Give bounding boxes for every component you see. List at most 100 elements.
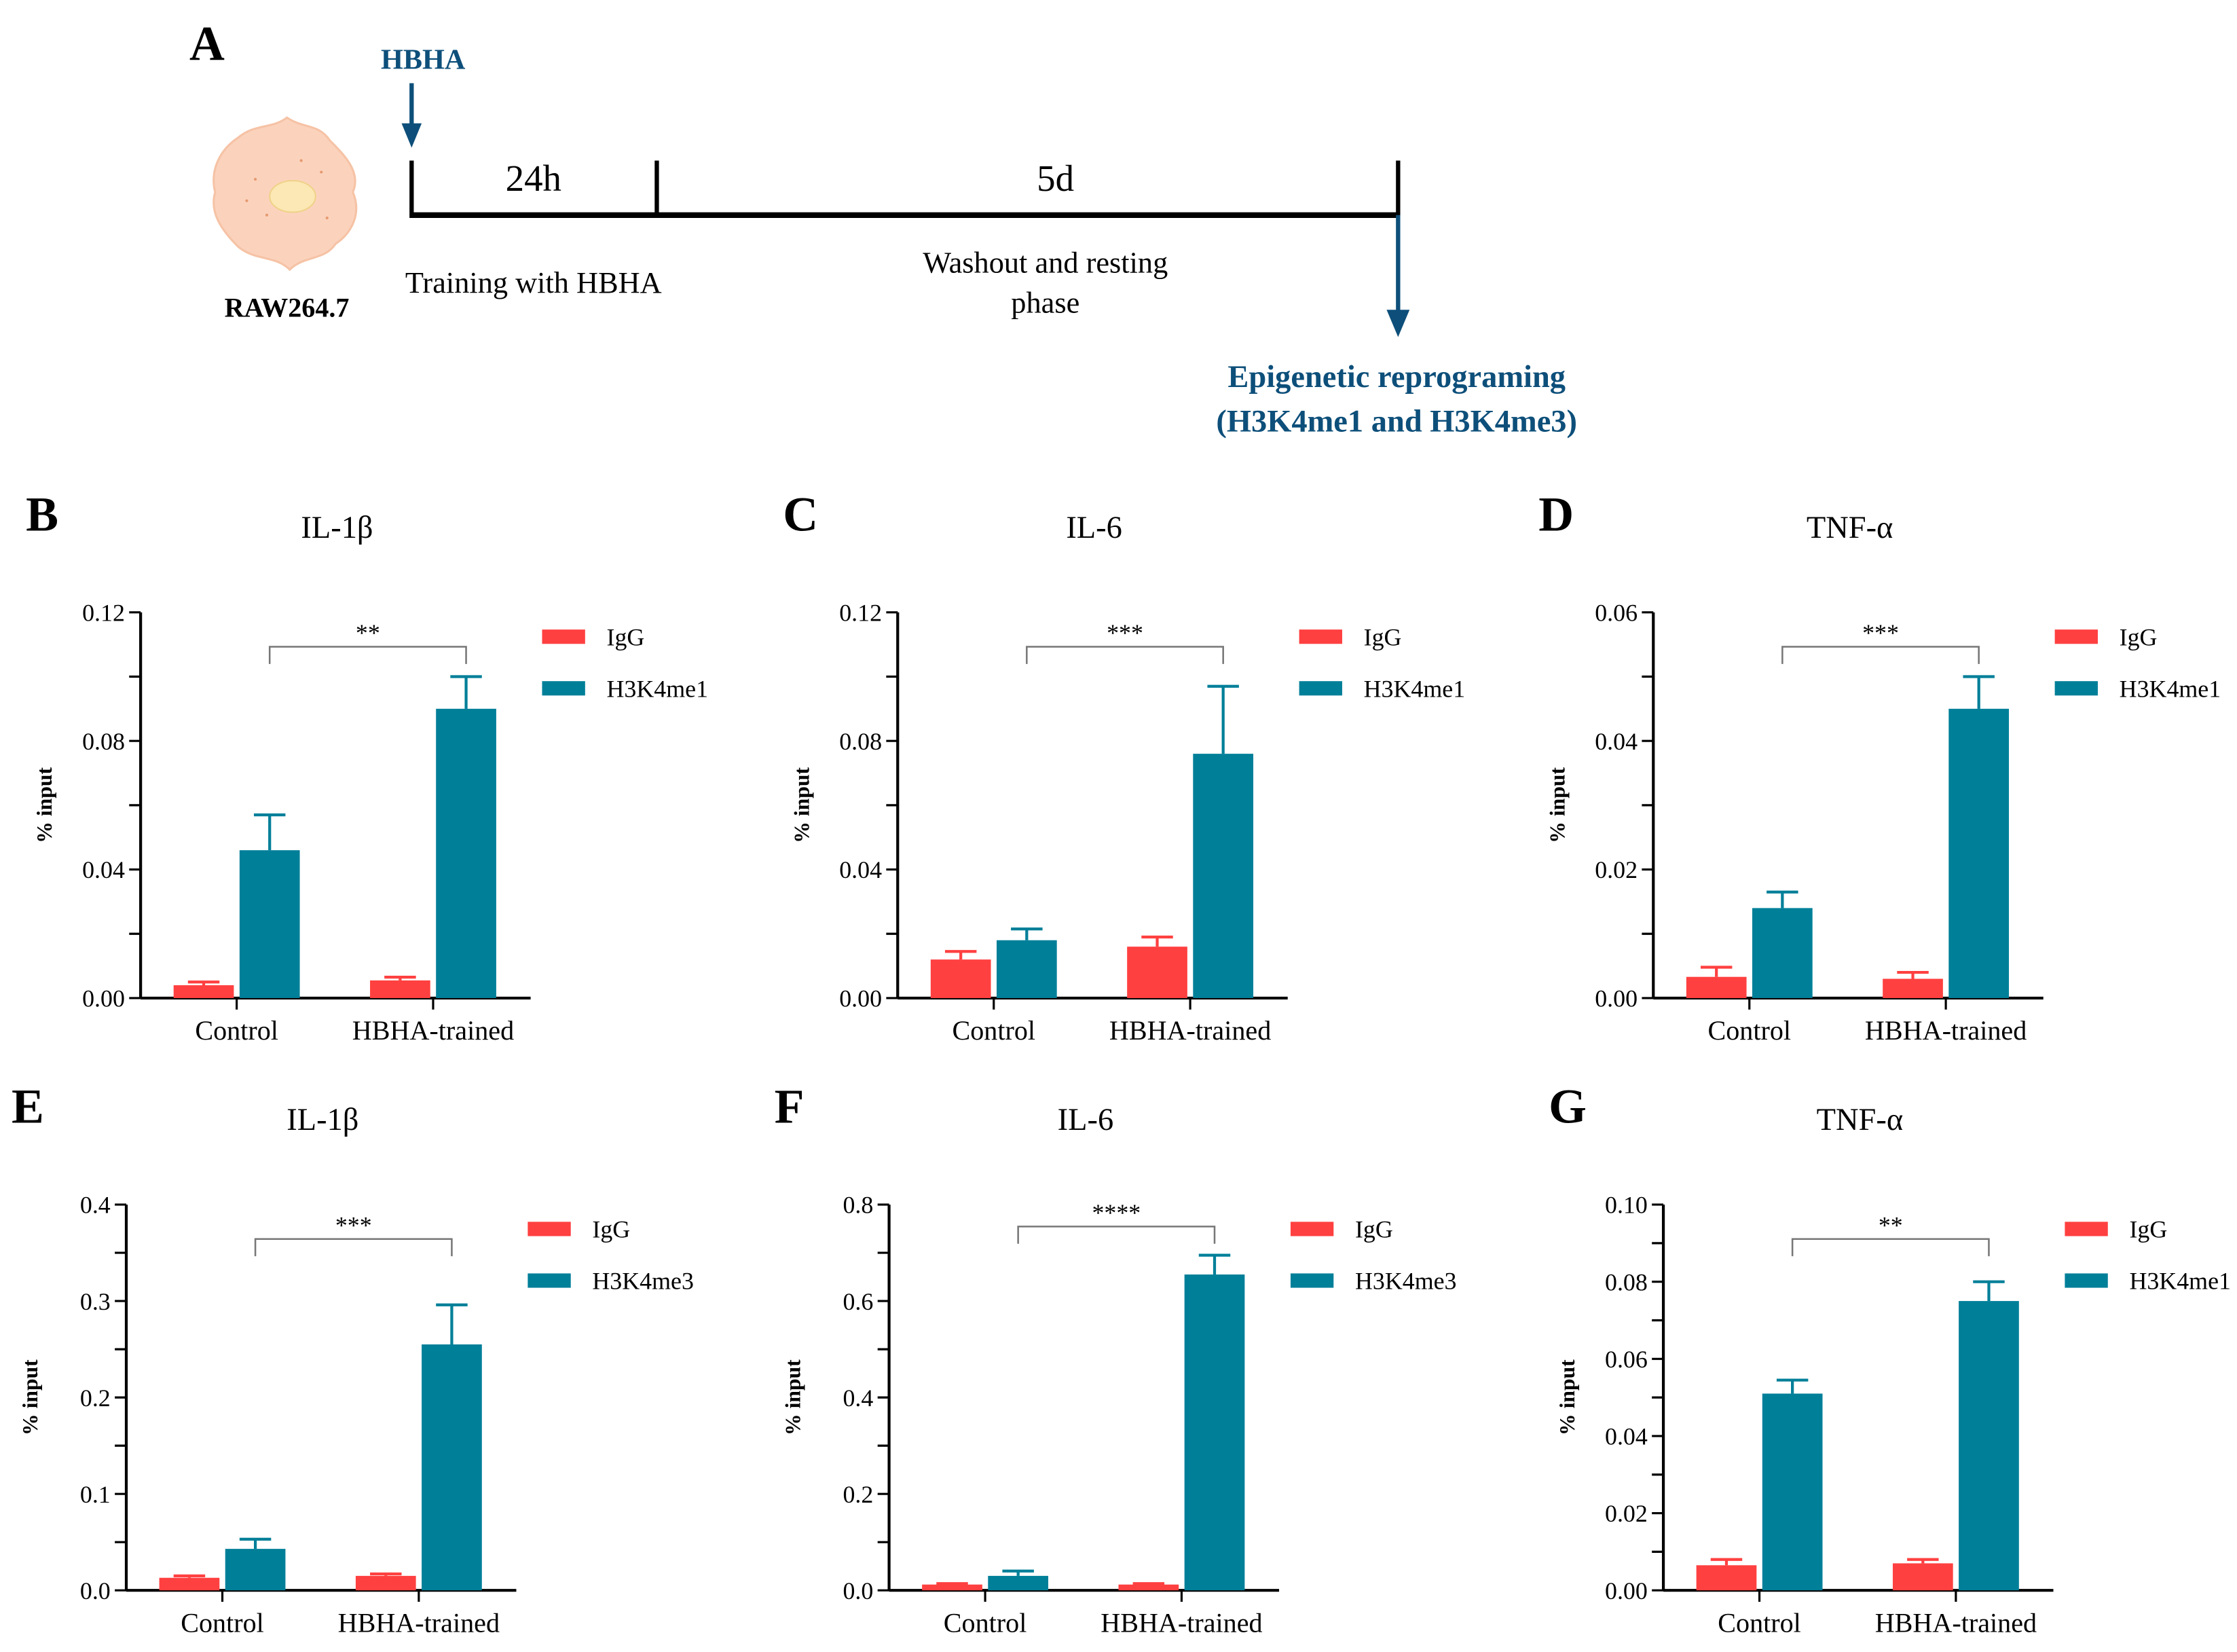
phase1-duration: 24h bbox=[506, 158, 561, 199]
legend-label: H3K4me3 bbox=[592, 1268, 694, 1295]
panel-letter: C bbox=[783, 487, 818, 541]
significance-stars: *** bbox=[335, 1211, 372, 1238]
chart-title: TNF-α bbox=[1807, 511, 1893, 545]
phase2-label-line2: phase bbox=[1011, 285, 1079, 319]
y-tick-label: 0.04 bbox=[82, 856, 125, 883]
bar-igg-control bbox=[930, 959, 991, 998]
chart-title: IL-1β bbox=[286, 1103, 358, 1137]
panel-letter: F bbox=[775, 1080, 805, 1134]
chart-title: IL-1β bbox=[301, 511, 373, 545]
x-tick-label: HBHA-trained bbox=[1875, 1607, 2037, 1638]
macrophage-cell-icon bbox=[212, 116, 358, 272]
bar-igg-control bbox=[922, 1584, 982, 1591]
bar-igg-hbha-trained bbox=[1127, 947, 1187, 998]
y-axis-label: % input bbox=[33, 767, 56, 843]
legend-swatch-igg bbox=[2054, 629, 2098, 644]
legend-label: IgG bbox=[592, 1216, 630, 1243]
y-tick-label: 0.2 bbox=[80, 1384, 111, 1412]
bar-h3k4me3-hbha-trained bbox=[422, 1344, 482, 1591]
y-tick-label: 0.1 bbox=[80, 1481, 111, 1508]
legend-swatch-h3k4me1 bbox=[542, 681, 585, 696]
bar-igg-hbha-trained bbox=[370, 980, 430, 998]
significance-stars: *** bbox=[1862, 619, 1899, 646]
y-tick-label: 0.08 bbox=[82, 728, 125, 755]
legend-swatch-h3k4me3 bbox=[1290, 1273, 1334, 1288]
x-tick-label: Control bbox=[181, 1607, 264, 1638]
legend-label: IgG bbox=[2129, 1216, 2167, 1243]
legend-label: IgG bbox=[607, 623, 645, 650]
x-tick-label: HBHA-trained bbox=[352, 1015, 514, 1046]
significance-bracket bbox=[1781, 646, 1980, 664]
y-axis-label: % input bbox=[18, 1359, 42, 1435]
significance-bracket bbox=[1791, 1238, 1990, 1257]
y-tick-label: 0.00 bbox=[82, 985, 125, 1012]
legend-swatch-h3k4me3 bbox=[528, 1273, 571, 1288]
legend-swatch-igg bbox=[1290, 1222, 1334, 1236]
y-tick-label: 0.0 bbox=[843, 1577, 873, 1604]
significance-bracket bbox=[1017, 1226, 1216, 1244]
x-tick-label: Control bbox=[1718, 1607, 1801, 1638]
chart-panel-g: G TNF-α % input 0.00 0.02 0.04 0.06 0.08 0.10 Con… bbox=[1549, 1080, 2231, 1638]
panel-a: A HBHA RAW264.7 24h 5d Training with HBH… bbox=[189, 17, 1577, 439]
chart-panel-c: C IL-6 % input 0.00 0.04 0.08 0.12 Control HBHA-… bbox=[783, 487, 1465, 1046]
bar-h3k4me1-control bbox=[1752, 908, 1813, 998]
stimulus-label: HBHA bbox=[381, 43, 466, 75]
bar-h3k4me1-hbha-trained bbox=[1959, 1301, 2019, 1591]
significance-stars: ** bbox=[1879, 1211, 1903, 1238]
legend-swatch-igg bbox=[528, 1222, 571, 1236]
legend-label: IgG bbox=[2120, 623, 2158, 650]
chart-panel-f: F IL-6 % input 0.0 0.2 0.4 0.6 0.8 Control HBHA-t… bbox=[775, 1080, 1457, 1638]
bar-h3k4me1-control bbox=[1762, 1393, 1823, 1591]
phase2-label-line1: Washout and resting bbox=[923, 245, 1168, 279]
chart-title: IL-6 bbox=[1066, 511, 1122, 545]
legend-swatch-h3k4me1 bbox=[1299, 681, 1342, 696]
bar-igg-hbha-trained bbox=[355, 1575, 416, 1591]
bar-igg-hbha-trained bbox=[1892, 1563, 1953, 1591]
bar-h3k4me1-control bbox=[996, 940, 1057, 998]
y-tick-label: 0.4 bbox=[843, 1384, 873, 1412]
legend-swatch-h3k4me1 bbox=[2065, 1273, 2108, 1288]
outcome-line2: (H3K4me1 and H3K4me3) bbox=[1216, 405, 1577, 439]
y-tick-label: 0.08 bbox=[839, 728, 882, 755]
bar-h3k4me3-hbha-trained bbox=[1184, 1274, 1245, 1591]
bar-h3k4me1-control bbox=[239, 850, 300, 998]
legend-label: IgG bbox=[1364, 623, 1402, 650]
legend-label: H3K4me1 bbox=[607, 675, 709, 702]
charts: B IL-1β % input 0.00 0.04 0.08 0.12 Control HBHA… bbox=[12, 487, 2231, 1638]
significance-bracket bbox=[268, 646, 467, 664]
significance-stars: *** bbox=[1107, 619, 1143, 646]
stimulus-arrow-icon bbox=[401, 83, 422, 148]
panel-letter-a: A bbox=[189, 17, 225, 71]
y-axis-label: % input bbox=[1545, 767, 1569, 843]
legend-swatch-igg bbox=[1299, 629, 1342, 644]
y-tick-label: 0.02 bbox=[1595, 856, 1638, 883]
chart-panel-e: E IL-1β % input 0.0 0.1 0.2 0.3 0.4 Control HBHA-… bbox=[12, 1080, 694, 1638]
y-tick-label: 0.04 bbox=[1605, 1423, 1648, 1450]
y-tick-label: 0.12 bbox=[839, 599, 882, 626]
timeline bbox=[409, 160, 1401, 219]
legend-label: H3K4me1 bbox=[2120, 675, 2221, 702]
panel-letter: D bbox=[1538, 487, 1574, 541]
y-tick-label: 0.6 bbox=[843, 1288, 873, 1315]
legend-label: H3K4me3 bbox=[1355, 1268, 1457, 1295]
y-tick-label: 0.3 bbox=[80, 1288, 111, 1315]
outcome-arrow-icon bbox=[1386, 215, 1410, 337]
legend-swatch-igg bbox=[2065, 1222, 2108, 1236]
chart-panel-b: B IL-1β % input 0.00 0.04 0.08 0.12 Control HBHA… bbox=[26, 487, 708, 1046]
y-tick-label: 0.2 bbox=[843, 1481, 873, 1508]
x-tick-label: HBHA-trained bbox=[338, 1607, 500, 1638]
x-tick-label: HBHA-trained bbox=[1101, 1607, 1262, 1638]
y-tick-label: 0.0 bbox=[80, 1577, 111, 1604]
chart-panel-d: D TNF-α % input 0.00 0.02 0.04 0.06 Control HBHA… bbox=[1538, 487, 2221, 1046]
significance-stars: **** bbox=[1092, 1199, 1141, 1226]
bar-igg-control bbox=[1696, 1565, 1757, 1591]
bar-igg-control bbox=[159, 1577, 220, 1591]
bar-h3k4me3-control bbox=[988, 1575, 1049, 1591]
y-tick-label: 0.00 bbox=[1605, 1577, 1648, 1604]
y-tick-label: 0.8 bbox=[843, 1192, 873, 1219]
chart-title: IL-6 bbox=[1058, 1103, 1114, 1137]
y-axis-label: % input bbox=[1555, 1359, 1579, 1435]
outcome-line1: Epigenetic reprograming bbox=[1227, 360, 1566, 394]
panel-letter: G bbox=[1549, 1080, 1587, 1134]
bar-igg-control bbox=[1686, 976, 1747, 998]
